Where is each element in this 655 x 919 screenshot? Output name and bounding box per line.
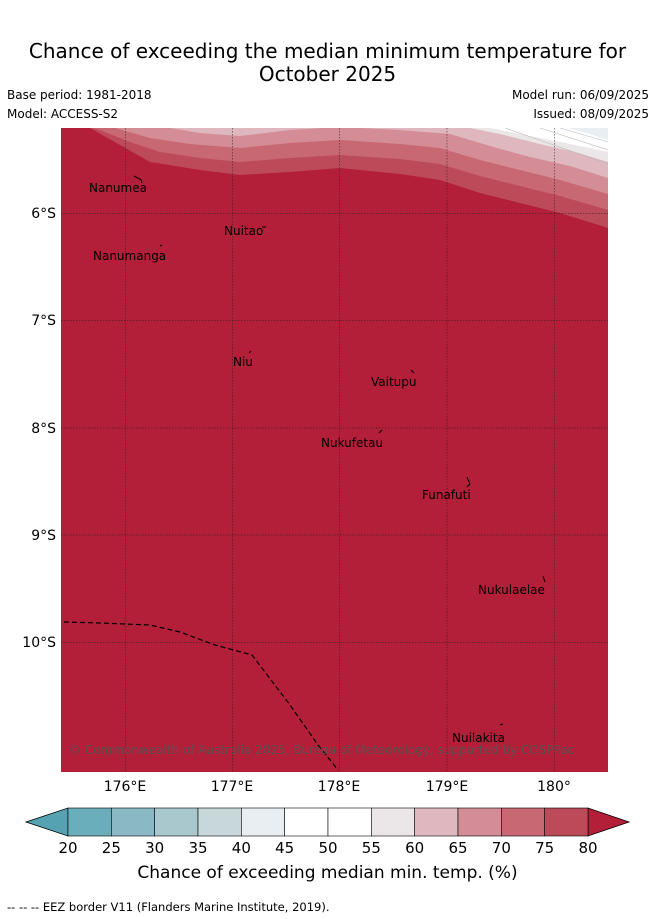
colorbar-segment [544, 807, 589, 837]
model-run: Model run: 06/09/2025 [511, 88, 649, 102]
lat-tick: 9°S [31, 528, 56, 544]
island-funafuti [466, 476, 471, 488]
colorbar-tick-label: 65 [448, 839, 467, 857]
island-nukulaelae [542, 575, 546, 583]
colorbar-tick-label: 55 [362, 839, 381, 857]
graticule [61, 128, 608, 772]
label-nukufetau: Nukufetau [321, 436, 383, 450]
title-line-2: October 2025 [258, 62, 397, 86]
label-nukulaelae: Nukulaelae [478, 583, 545, 597]
colorbar-tick-label: 20 [58, 839, 77, 857]
colorbar-segment [371, 807, 415, 837]
lon-tick: 177°E [211, 779, 254, 795]
lon-tick: 179°E [426, 779, 469, 795]
colorbar-over-arrow [587, 807, 631, 837]
island-nanumanga [159, 244, 163, 247]
colorbar-tick-label: 70 [492, 839, 511, 857]
island-vaitupu [410, 369, 415, 374]
place-labels: Nanumea Nuitao Nanumanga Niu Vaitupu Nuk… [89, 181, 545, 745]
lon-tick-labels: 176°E 177°E 178°E 179°E 180° [104, 779, 571, 795]
colorbar-under-arrow [24, 807, 69, 837]
lon-tick: 178°E [318, 779, 361, 795]
label-vaitupu: Vaitupu [371, 375, 417, 389]
label-nanumanga: Nanumanga [93, 249, 166, 263]
island-niu [248, 350, 252, 354]
colorbar-segment [67, 807, 112, 837]
colorbar-tick-label: 35 [188, 839, 207, 857]
colorbar-tick-label: 45 [275, 839, 294, 857]
band-80-plus [61, 128, 608, 772]
eez-border [63, 621, 339, 771]
colorbar-tick-label: 80 [578, 839, 597, 857]
colorbar-segment [154, 807, 199, 837]
colorbar-tick-label: 25 [102, 839, 121, 857]
label-nanumea: Nanumea [89, 181, 147, 195]
colorbar: 20 25 30 35 40 45 50 55 60 65 70 75 80 [24, 807, 631, 857]
colorbar-segment [457, 807, 502, 837]
model-name: Model: ACCESS-S2 [7, 107, 119, 121]
colorbar-tick-label: 50 [318, 839, 337, 857]
chart-title: Chance of exceeding the median minimum t… [0, 40, 655, 86]
label-nuilakita: Nuilakita [452, 731, 505, 745]
issued-date: Issued: 08/09/2025 [533, 107, 649, 121]
colorbar-label: Chance of exceeding median min. temp. (%… [137, 863, 518, 883]
label-nuitao: Nuitao [224, 224, 263, 238]
lat-tick-labels: 6°S 7°S 8°S 9°S 10°S [22, 206, 56, 651]
colorbar-segment [111, 807, 155, 837]
lon-tick: 176°E [104, 779, 147, 795]
island-nukufetau [378, 429, 383, 434]
colorbar-segment [284, 807, 329, 837]
map-figure: Nanumea Nuitao Nanumanga Niu Vaitupu Nuk… [22, 128, 631, 857]
label-funafuti: Funafuti [422, 488, 471, 502]
island-nuilakita [499, 723, 504, 726]
title-line-1: Chance of exceeding the median minimum t… [28, 39, 627, 63]
colorbar-segment [414, 807, 459, 837]
band-40-45 [567, 128, 608, 140]
island-outlines [133, 175, 546, 726]
colorbar-tick-label: 30 [145, 839, 164, 857]
colorbar-tick-label: 75 [535, 839, 554, 857]
probability-field: Nanumea Nuitao Nanumanga Niu Vaitupu Nuk… [61, 128, 608, 772]
lat-tick: 6°S [31, 206, 56, 222]
lat-tick: 8°S [31, 421, 56, 437]
contour-lines [504, 128, 608, 165]
colorbar-segment [241, 807, 285, 837]
lon-tick: 180° [537, 779, 571, 795]
colorbar-tick-label: 60 [405, 839, 424, 857]
lat-tick: 7°S [31, 313, 56, 329]
lat-tick: 10°S [22, 635, 56, 651]
colorbar-segment [197, 807, 242, 837]
copyright-notice: © Commonwealth of Australia 2025, Bureau… [69, 743, 574, 757]
label-niu: Niu [233, 355, 253, 369]
colorbar-segment [327, 807, 372, 837]
colorbar-segment [501, 807, 545, 837]
band-60-65 [170, 128, 608, 178]
colorbar-tick-label: 40 [232, 839, 251, 857]
island-nanumea [133, 175, 143, 184]
base-period: Base period: 1981-2018 [7, 88, 152, 102]
band-65-70 [115, 128, 608, 194]
band-50-55 [490, 128, 608, 152]
footer-note: -- -- -- EEZ border V11 (Flanders Marine… [7, 900, 330, 914]
